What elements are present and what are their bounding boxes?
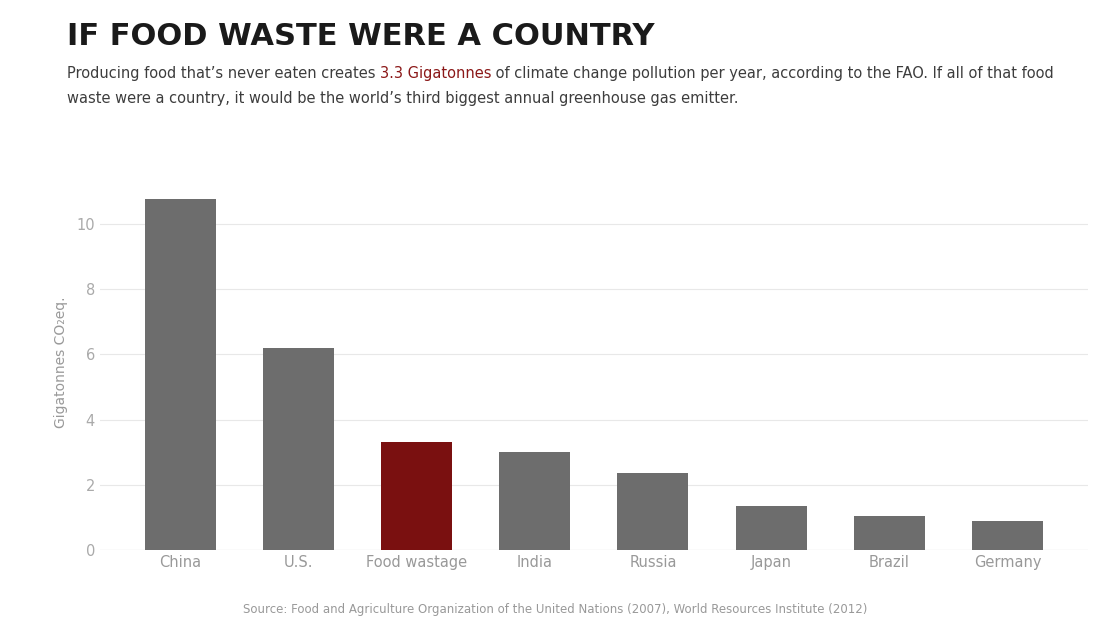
Bar — [736, 506, 807, 550]
Text: 3.3 Gigatonnes: 3.3 Gigatonnes — [380, 66, 492, 81]
Text: waste were a country, it would be the world’s third biggest annual greenhouse ga: waste were a country, it would be the wo… — [67, 91, 738, 106]
Text: Producing food that’s never eaten creates: Producing food that’s never eaten create… — [67, 66, 380, 81]
Bar — [381, 442, 452, 550]
Text: of climate change pollution per year, according to the FAO. If all of that food: of climate change pollution per year, ac… — [492, 66, 1054, 81]
Bar — [263, 348, 334, 550]
Bar — [972, 521, 1043, 550]
Bar — [617, 473, 688, 550]
Text: IF FOOD WASTE WERE A COUNTRY: IF FOOD WASTE WERE A COUNTRY — [67, 22, 654, 51]
Bar — [500, 452, 571, 550]
Bar — [144, 199, 215, 550]
Y-axis label: Gigatonnes CO₂eq.: Gigatonnes CO₂eq. — [54, 297, 68, 428]
Text: Source: Food and Agriculture Organization of the United Nations (2007), World Re: Source: Food and Agriculture Organizatio… — [243, 602, 867, 616]
Bar — [854, 516, 925, 550]
